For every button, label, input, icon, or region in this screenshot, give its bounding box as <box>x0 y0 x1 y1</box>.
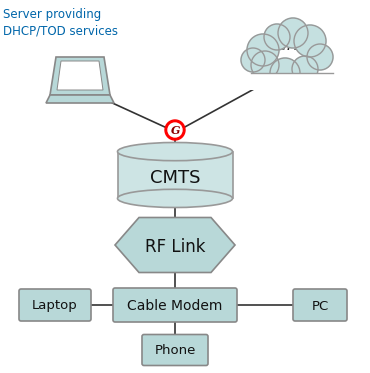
Ellipse shape <box>118 189 232 207</box>
Polygon shape <box>118 151 232 198</box>
Circle shape <box>292 56 318 82</box>
Text: PC: PC <box>312 300 329 313</box>
Polygon shape <box>115 217 235 273</box>
Text: Phone: Phone <box>154 345 196 357</box>
Circle shape <box>241 48 265 72</box>
FancyBboxPatch shape <box>293 289 347 321</box>
FancyBboxPatch shape <box>142 335 208 366</box>
Circle shape <box>168 123 182 137</box>
Polygon shape <box>46 95 114 103</box>
FancyBboxPatch shape <box>19 289 91 321</box>
Text: internet: internet <box>255 36 321 54</box>
Polygon shape <box>239 73 335 90</box>
Text: CMTS: CMTS <box>150 169 200 187</box>
Text: RF Link: RF Link <box>145 238 205 256</box>
Circle shape <box>307 44 333 70</box>
Text: G: G <box>171 125 180 137</box>
Text: Cable Modem: Cable Modem <box>127 299 223 313</box>
Polygon shape <box>57 61 103 90</box>
Circle shape <box>278 18 308 48</box>
Circle shape <box>294 25 326 57</box>
Polygon shape <box>239 75 335 90</box>
Circle shape <box>270 58 300 88</box>
Ellipse shape <box>118 142 232 161</box>
FancyBboxPatch shape <box>113 288 237 322</box>
Text: Server providing
DHCP/TOD services: Server providing DHCP/TOD services <box>3 8 118 38</box>
Circle shape <box>165 120 185 140</box>
Circle shape <box>251 51 279 79</box>
Text: Laptop: Laptop <box>32 300 78 313</box>
Circle shape <box>264 24 290 50</box>
Polygon shape <box>50 57 110 95</box>
Circle shape <box>247 34 279 66</box>
